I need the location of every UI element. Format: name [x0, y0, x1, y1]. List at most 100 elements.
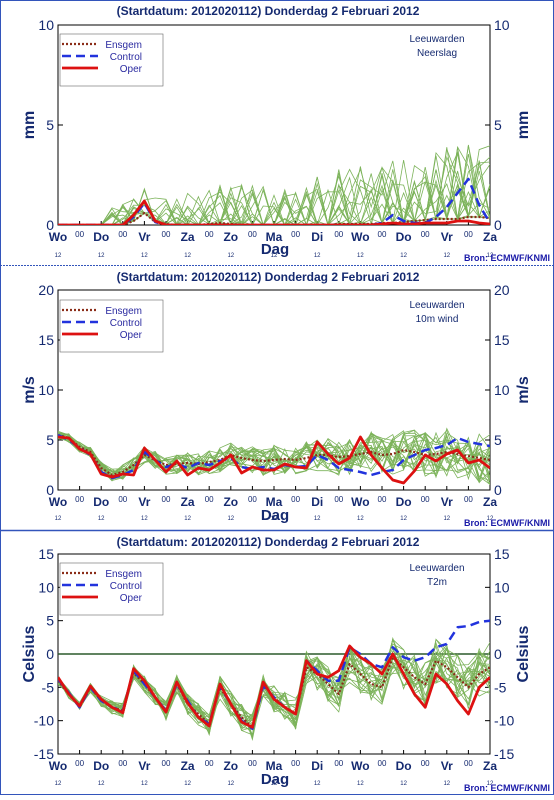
hour-label: 12	[271, 781, 278, 787]
legend-label-ensgem: Ensgem	[105, 569, 142, 580]
day-label: Do	[396, 759, 412, 773]
hour-label: 12	[443, 516, 450, 522]
x-axis-label: Dag	[261, 507, 289, 524]
y-tick-label-right: -15	[494, 746, 514, 762]
day-label: Vr	[138, 759, 150, 773]
hour-label: 00	[334, 230, 343, 239]
legend-box	[59, 33, 164, 87]
day-label: Vr	[138, 495, 150, 509]
ensemble-member-line	[58, 166, 490, 225]
y-tick-label-left: 5	[46, 432, 54, 448]
ensemble-member-line	[58, 151, 490, 225]
y-tick-label-right: 10	[494, 579, 510, 595]
hour-label: 12	[141, 781, 148, 787]
main-series	[58, 177, 490, 225]
y-tick-label-right: 0	[494, 646, 502, 662]
ensemble-member-line	[58, 154, 490, 225]
day-label: Wo	[49, 495, 67, 509]
y-tick-label-left: -15	[34, 746, 54, 762]
day-label: Do	[396, 495, 412, 509]
y-tick-label-right: 15	[494, 546, 510, 562]
day-label: Za	[483, 495, 497, 509]
series-line-ensgem	[58, 211, 490, 225]
chart-panel-t2m: (Startdatum: 2012020112) Donderdag 2 Feb…	[21, 535, 550, 793]
series-line-oper	[58, 644, 490, 729]
x-axis-label: Dag	[261, 241, 289, 258]
y-tick-label-left: 15	[38, 332, 54, 348]
hour-label: 12	[271, 516, 278, 522]
y-axis-label-left: Celsius	[21, 625, 38, 682]
hour-label: 12	[227, 253, 234, 259]
day-label: Vr	[138, 230, 150, 244]
ensemble-member-line	[58, 643, 490, 735]
y-tick-label-left: 20	[38, 282, 54, 298]
hour-label: 12	[141, 253, 148, 259]
hour-label: 00	[464, 495, 473, 504]
main-series	[58, 433, 490, 485]
day-label: Do	[93, 759, 109, 773]
legend-label-oper: Oper	[120, 64, 143, 75]
chart-panel-10m-wind: (Startdatum: 2012020112) Donderdag 2 Feb…	[21, 270, 550, 528]
y-axis-label-left: m/s	[21, 376, 38, 404]
day-label: Za	[181, 230, 195, 244]
hour-label: 12	[98, 781, 105, 787]
day-label: Vr	[441, 230, 453, 244]
hour-label: 12	[443, 253, 450, 259]
day-label: Do	[93, 495, 109, 509]
hour-label: 00	[118, 495, 127, 504]
hour-label: 12	[184, 781, 191, 787]
y-tick-label-left: -5	[42, 679, 55, 695]
hour-label: 00	[162, 230, 171, 239]
hour-label: 00	[291, 230, 300, 239]
day-label: Zo	[223, 230, 238, 244]
chart-title: (Startdatum: 2012020112) Donderdag 2 Feb…	[117, 535, 420, 549]
hour-label: 00	[464, 230, 473, 239]
ensemble-member-line	[58, 155, 490, 225]
y-tick-label-left: 5	[46, 117, 54, 133]
day-label: Ma	[266, 495, 283, 509]
day-label: Za	[483, 759, 497, 773]
y-tick-label-left: 10	[38, 17, 54, 33]
y-axis-label-left: mm	[21, 111, 38, 139]
y-tick-label-right: 5	[494, 117, 502, 133]
source-credit: Bron: ECMWF/KNMI	[464, 783, 550, 793]
hour-label: 12	[487, 516, 494, 522]
hour-label: 12	[184, 516, 191, 522]
y-axis-label-right: mm	[515, 111, 532, 139]
hour-label: 00	[378, 759, 387, 768]
variable-label: T2m	[427, 577, 447, 588]
hour-label: 00	[75, 230, 84, 239]
hour-label: 00	[162, 495, 171, 504]
hour-label: 00	[248, 759, 257, 768]
y-tick-label-right: 15	[494, 332, 510, 348]
y-tick-label-right: 10	[494, 17, 510, 33]
ensemble-member-line	[58, 180, 490, 225]
hour-label: 12	[314, 781, 321, 787]
ensemble-member-line	[58, 644, 490, 737]
chart-title: (Startdatum: 2012020112) Donderdag 2 Feb…	[117, 4, 420, 18]
hour-label: 00	[205, 759, 214, 768]
y-tick-label-left: 0	[46, 217, 54, 233]
hour-label: 00	[421, 759, 430, 768]
hour-label: 00	[291, 759, 300, 768]
source-credit: Bron: ECMWF/KNMI	[464, 253, 550, 263]
ensemble-member-line	[58, 167, 490, 225]
ensemble-member-line	[58, 152, 490, 225]
hour-label: 12	[357, 516, 364, 522]
location-label: Leeuwarden	[409, 563, 464, 574]
ensemble-member-line	[58, 644, 490, 734]
legend-box	[59, 299, 164, 353]
hour-label: 12	[227, 781, 234, 787]
chart-panel-neerslag: (Startdatum: 2012020112) Donderdag 2 Feb…	[21, 4, 550, 263]
day-label: Vr	[441, 759, 453, 773]
chart-title: (Startdatum: 2012020112) Donderdag 2 Feb…	[117, 270, 420, 284]
y-tick-label-right: 5	[494, 613, 502, 629]
hour-label: 00	[421, 495, 430, 504]
hour-label: 00	[334, 495, 343, 504]
hour-label: 00	[205, 495, 214, 504]
hour-label: 00	[334, 759, 343, 768]
